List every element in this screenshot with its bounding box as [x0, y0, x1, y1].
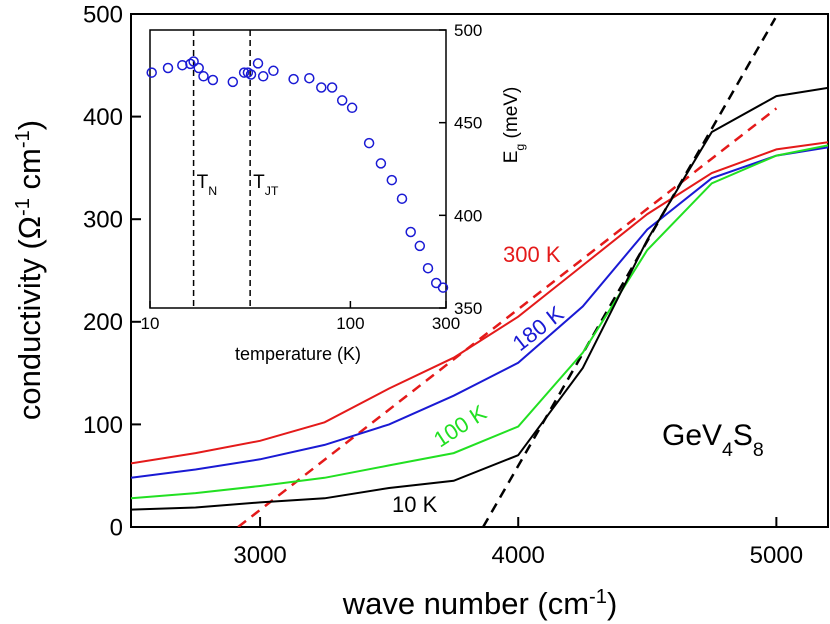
inset-y-tick-label: 450 — [454, 114, 482, 133]
inset-point — [346, 102, 358, 114]
annotation-part: GeV — [662, 419, 722, 452]
main-frame — [130, 13, 829, 528]
inset-y-tick-label: 400 — [454, 206, 482, 225]
inset-y-tick-label: 500 — [454, 21, 482, 40]
inset-x-tick-label: 10 — [141, 314, 160, 333]
y-axis-label-part: -1 — [12, 130, 34, 148]
inset-point — [437, 282, 449, 293]
inset-point — [188, 56, 199, 67]
annotation-part: 8 — [753, 439, 764, 461]
x-axis-label-part: ) — [607, 586, 617, 621]
inset-point — [326, 82, 338, 93]
inset-y-axis-label-part: E — [501, 151, 522, 164]
inset-point — [257, 71, 269, 82]
transition-label-part: T — [253, 172, 265, 193]
y-tick-label: 300 — [83, 207, 123, 234]
transition-label-part: N — [208, 184, 217, 198]
y-tick-label: 0 — [110, 514, 123, 541]
inset-point — [405, 226, 416, 238]
y-axis-label: conductivity (Ω-1 cm-1) — [12, 120, 47, 420]
inset-point — [245, 69, 257, 80]
fit-line — [237, 107, 778, 527]
inset-point — [422, 262, 434, 274]
series-line — [131, 146, 828, 479]
transition-label: TJT — [253, 172, 279, 198]
inset-point — [198, 71, 209, 82]
fit-line — [482, 17, 777, 527]
x-axis-label-part: -1 — [589, 586, 607, 608]
inset-x-axis-label: temperature (K) — [235, 344, 361, 364]
annotation-part: 4 — [722, 439, 733, 461]
transition-label-part: JT — [265, 184, 279, 198]
y-axis-label-part: cm — [12, 148, 47, 198]
x-tick-label: 4000 — [492, 542, 545, 569]
inset-point — [363, 137, 375, 149]
inset-point — [227, 76, 239, 88]
inset-point — [396, 193, 408, 204]
y-tick-label: 100 — [83, 412, 123, 439]
inset-point — [375, 158, 387, 169]
x-axis-label-part: wave number (cm — [342, 586, 589, 621]
annotation-part: S — [733, 419, 753, 452]
series-line — [131, 144, 828, 500]
y-tick-label: 200 — [83, 309, 123, 336]
inset-point — [207, 74, 219, 86]
y-tick-label: 400 — [83, 104, 123, 131]
x-tick-label: 3000 — [233, 542, 286, 569]
inset-x-tick-label: 100 — [336, 314, 364, 333]
series-label: 300 K — [503, 242, 561, 267]
y-tick-label: 500 — [83, 1, 123, 28]
series-label: 10 K — [392, 492, 438, 517]
inset-point — [193, 62, 204, 74]
series-line — [131, 141, 828, 465]
y-axis-label-part: ) — [12, 120, 47, 130]
inset-point — [252, 58, 264, 69]
inset-point — [304, 72, 315, 84]
inset-point — [146, 67, 157, 78]
series-label: 180 K — [508, 301, 569, 356]
inset-point — [414, 240, 426, 252]
series-label: 100 K — [429, 400, 491, 452]
inset-y-axis-label: Eg (meV) — [501, 87, 527, 164]
y-axis-label-part: conductivity (Ω — [12, 216, 47, 420]
inset-point — [316, 82, 327, 93]
transition-label-part: T — [197, 172, 209, 193]
inset-point — [238, 67, 250, 78]
inset-y-axis-label-part: (meV) — [501, 87, 522, 144]
inset-point — [336, 95, 348, 106]
inset-y-tick-label: 350 — [454, 299, 482, 318]
x-axis-label: wave number (cm-1) — [342, 586, 618, 621]
y-axis-label-part: -1 — [12, 198, 34, 216]
annotation: GeV4S8 — [662, 419, 764, 461]
inset-point — [268, 65, 279, 77]
inset-point — [288, 73, 299, 85]
inset-frame — [149, 29, 447, 309]
inset-point — [386, 174, 398, 186]
x-tick-label: 5000 — [750, 542, 803, 569]
inset-point — [162, 62, 174, 74]
inset-point — [185, 58, 196, 70]
inset-point — [177, 59, 188, 71]
inset-x-tick-label: 300 — [432, 314, 460, 333]
transition-label: TN — [197, 172, 218, 198]
series-line — [131, 86, 828, 511]
inset-y-axis-label-part: g — [513, 144, 527, 151]
